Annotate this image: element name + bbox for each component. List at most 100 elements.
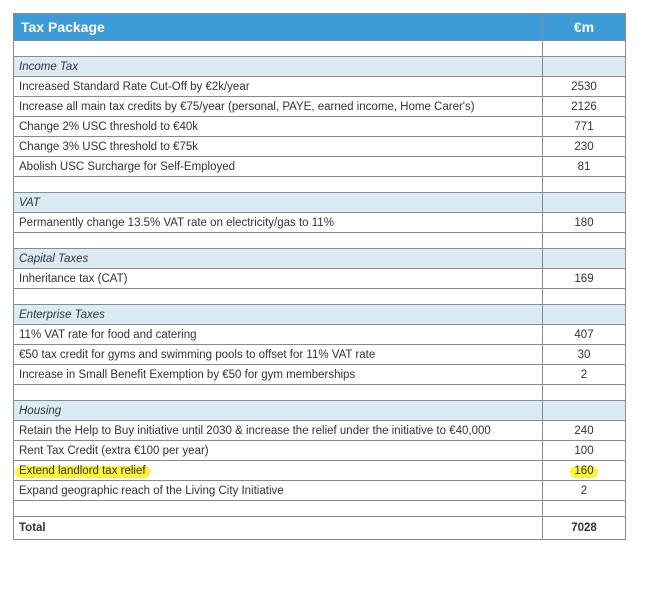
blank-row: [13, 500, 626, 517]
item-value: 2: [580, 484, 588, 497]
blank-cell: [542, 500, 626, 517]
table-row: Increased Standard Rate Cut-Off by €2k/y…: [13, 76, 626, 97]
item-label: Increase in Small Benefit Exemption by €…: [19, 368, 356, 381]
item-value: 100: [574, 444, 594, 457]
item-value: 81: [577, 160, 591, 173]
section-name: Capital Taxes: [13, 248, 543, 269]
section-name: VAT: [13, 192, 543, 213]
item-value: 180: [574, 216, 594, 229]
item-label-cell: €50 tax credit for gyms and swimming poo…: [13, 344, 543, 365]
blank-cell: [542, 288, 626, 305]
item-label-cell: Increase in Small Benefit Exemption by €…: [13, 364, 543, 385]
item-label-cell: Inheritance tax (CAT): [13, 268, 543, 289]
header-unit: €m: [542, 13, 626, 41]
section-name: Enterprise Taxes: [13, 304, 543, 325]
table-row: Change 3% USC threshold to €75k 230: [13, 136, 626, 157]
item-label: 11% VAT rate for food and catering: [19, 328, 197, 341]
item-value-cell: 240: [542, 420, 626, 441]
item-label-cell: Change 3% USC threshold to €75k: [13, 136, 543, 157]
section-value-cell: [542, 304, 626, 325]
item-value-cell: 2: [542, 480, 626, 501]
item-value: 771: [574, 120, 594, 133]
item-value: 160: [570, 464, 598, 478]
section-value-cell: [542, 192, 626, 213]
table-row: €50 tax credit for gyms and swimming poo…: [13, 344, 626, 365]
item-label: Change 2% USC threshold to €40k: [19, 120, 198, 133]
item-value: 2530: [571, 80, 597, 93]
item-label: Extend landlord tax relief: [15, 464, 150, 478]
table-row: Expand geographic reach of the Living Ci…: [13, 480, 626, 501]
blank-row: [13, 384, 626, 401]
item-value-cell: 230: [542, 136, 626, 157]
section-name: Housing: [13, 400, 543, 421]
blank-cell: [13, 232, 543, 249]
blank-row: [13, 40, 626, 57]
item-value-cell: 771: [542, 116, 626, 137]
item-label-cell: Expand geographic reach of the Living Ci…: [13, 480, 543, 501]
item-label: Change 3% USC threshold to €75k: [19, 140, 198, 153]
item-value: 2: [580, 368, 588, 381]
section-row: Enterprise Taxes: [13, 304, 626, 325]
blank-cell: [542, 384, 626, 401]
item-label-cell: Increase all main tax credits by €75/yea…: [13, 96, 543, 117]
item-label-cell: Permanently change 13.5% VAT rate on ele…: [13, 212, 543, 233]
item-value: 230: [574, 140, 594, 153]
blank-cell: [13, 500, 543, 517]
table-row: Retain the Help to Buy initiative until …: [13, 420, 626, 441]
item-value: 240: [574, 424, 594, 437]
item-value-cell: 100: [542, 440, 626, 461]
blank-row: [13, 288, 626, 305]
item-label-cell: Extend landlord tax relief: [13, 460, 543, 481]
section-value-cell: [542, 56, 626, 77]
table-row: Extend landlord tax relief 160: [13, 460, 626, 481]
item-value: 169: [574, 272, 594, 285]
item-label: Permanently change 13.5% VAT rate on ele…: [19, 216, 334, 229]
section-row: Income Tax: [13, 56, 626, 77]
blank-cell: [542, 40, 626, 57]
total-row: Total 7028: [13, 516, 626, 540]
item-value-cell: 2: [542, 364, 626, 385]
item-label-cell: 11% VAT rate for food and catering: [13, 324, 543, 345]
item-label: Inheritance tax (CAT): [19, 272, 128, 285]
section-value-cell: [542, 400, 626, 421]
item-value-cell: 407: [542, 324, 626, 345]
item-label: €50 tax credit for gyms and swimming poo…: [19, 348, 376, 361]
item-value-cell: 2530: [542, 76, 626, 97]
table-row: Rent Tax Credit (extra €100 per year) 100: [13, 440, 626, 461]
tax-package-table: Tax Package €m Income Tax Increased Stand…: [13, 13, 626, 540]
blank-cell: [542, 232, 626, 249]
item-value: 2126: [571, 100, 597, 113]
item-label-cell: Increased Standard Rate Cut-Off by €2k/y…: [13, 76, 543, 97]
section-row: Capital Taxes: [13, 248, 626, 269]
total-label: Total: [13, 516, 543, 540]
item-value-cell: 180: [542, 212, 626, 233]
item-label-cell: Abolish USC Surcharge for Self-Employed: [13, 156, 543, 177]
item-label: Rent Tax Credit (extra €100 per year): [19, 444, 209, 457]
table-header-row: Tax Package €m: [13, 13, 626, 41]
table-row: Increase all main tax credits by €75/yea…: [13, 96, 626, 117]
total-value: 7028: [542, 516, 626, 540]
section-name: Income Tax: [13, 56, 543, 77]
blank-cell: [13, 176, 543, 193]
item-label: Increased Standard Rate Cut-Off by €2k/y…: [19, 80, 250, 93]
blank-cell: [13, 40, 543, 57]
item-value: 407: [574, 328, 594, 341]
item-label: Retain the Help to Buy initiative until …: [19, 424, 491, 437]
item-value-cell: 169: [542, 268, 626, 289]
item-label: Expand geographic reach of the Living Ci…: [19, 484, 284, 497]
item-label: Increase all main tax credits by €75/yea…: [19, 100, 475, 113]
header-title: Tax Package: [13, 13, 543, 41]
blank-row: [13, 176, 626, 193]
item-label-cell: Retain the Help to Buy initiative until …: [13, 420, 543, 441]
blank-row: [13, 232, 626, 249]
table-body: Tax Package €m Income Tax Increased Stand…: [13, 13, 626, 540]
section-row: Housing: [13, 400, 626, 421]
item-label-cell: Rent Tax Credit (extra €100 per year): [13, 440, 543, 461]
item-value-cell: 30: [542, 344, 626, 365]
blank-cell: [542, 176, 626, 193]
table-row: Abolish USC Surcharge for Self-Employed 8…: [13, 156, 626, 177]
table-row: Change 2% USC threshold to €40k 771: [13, 116, 626, 137]
item-label: Abolish USC Surcharge for Self-Employed: [19, 160, 236, 173]
section-value-cell: [542, 248, 626, 269]
blank-cell: [13, 288, 543, 305]
